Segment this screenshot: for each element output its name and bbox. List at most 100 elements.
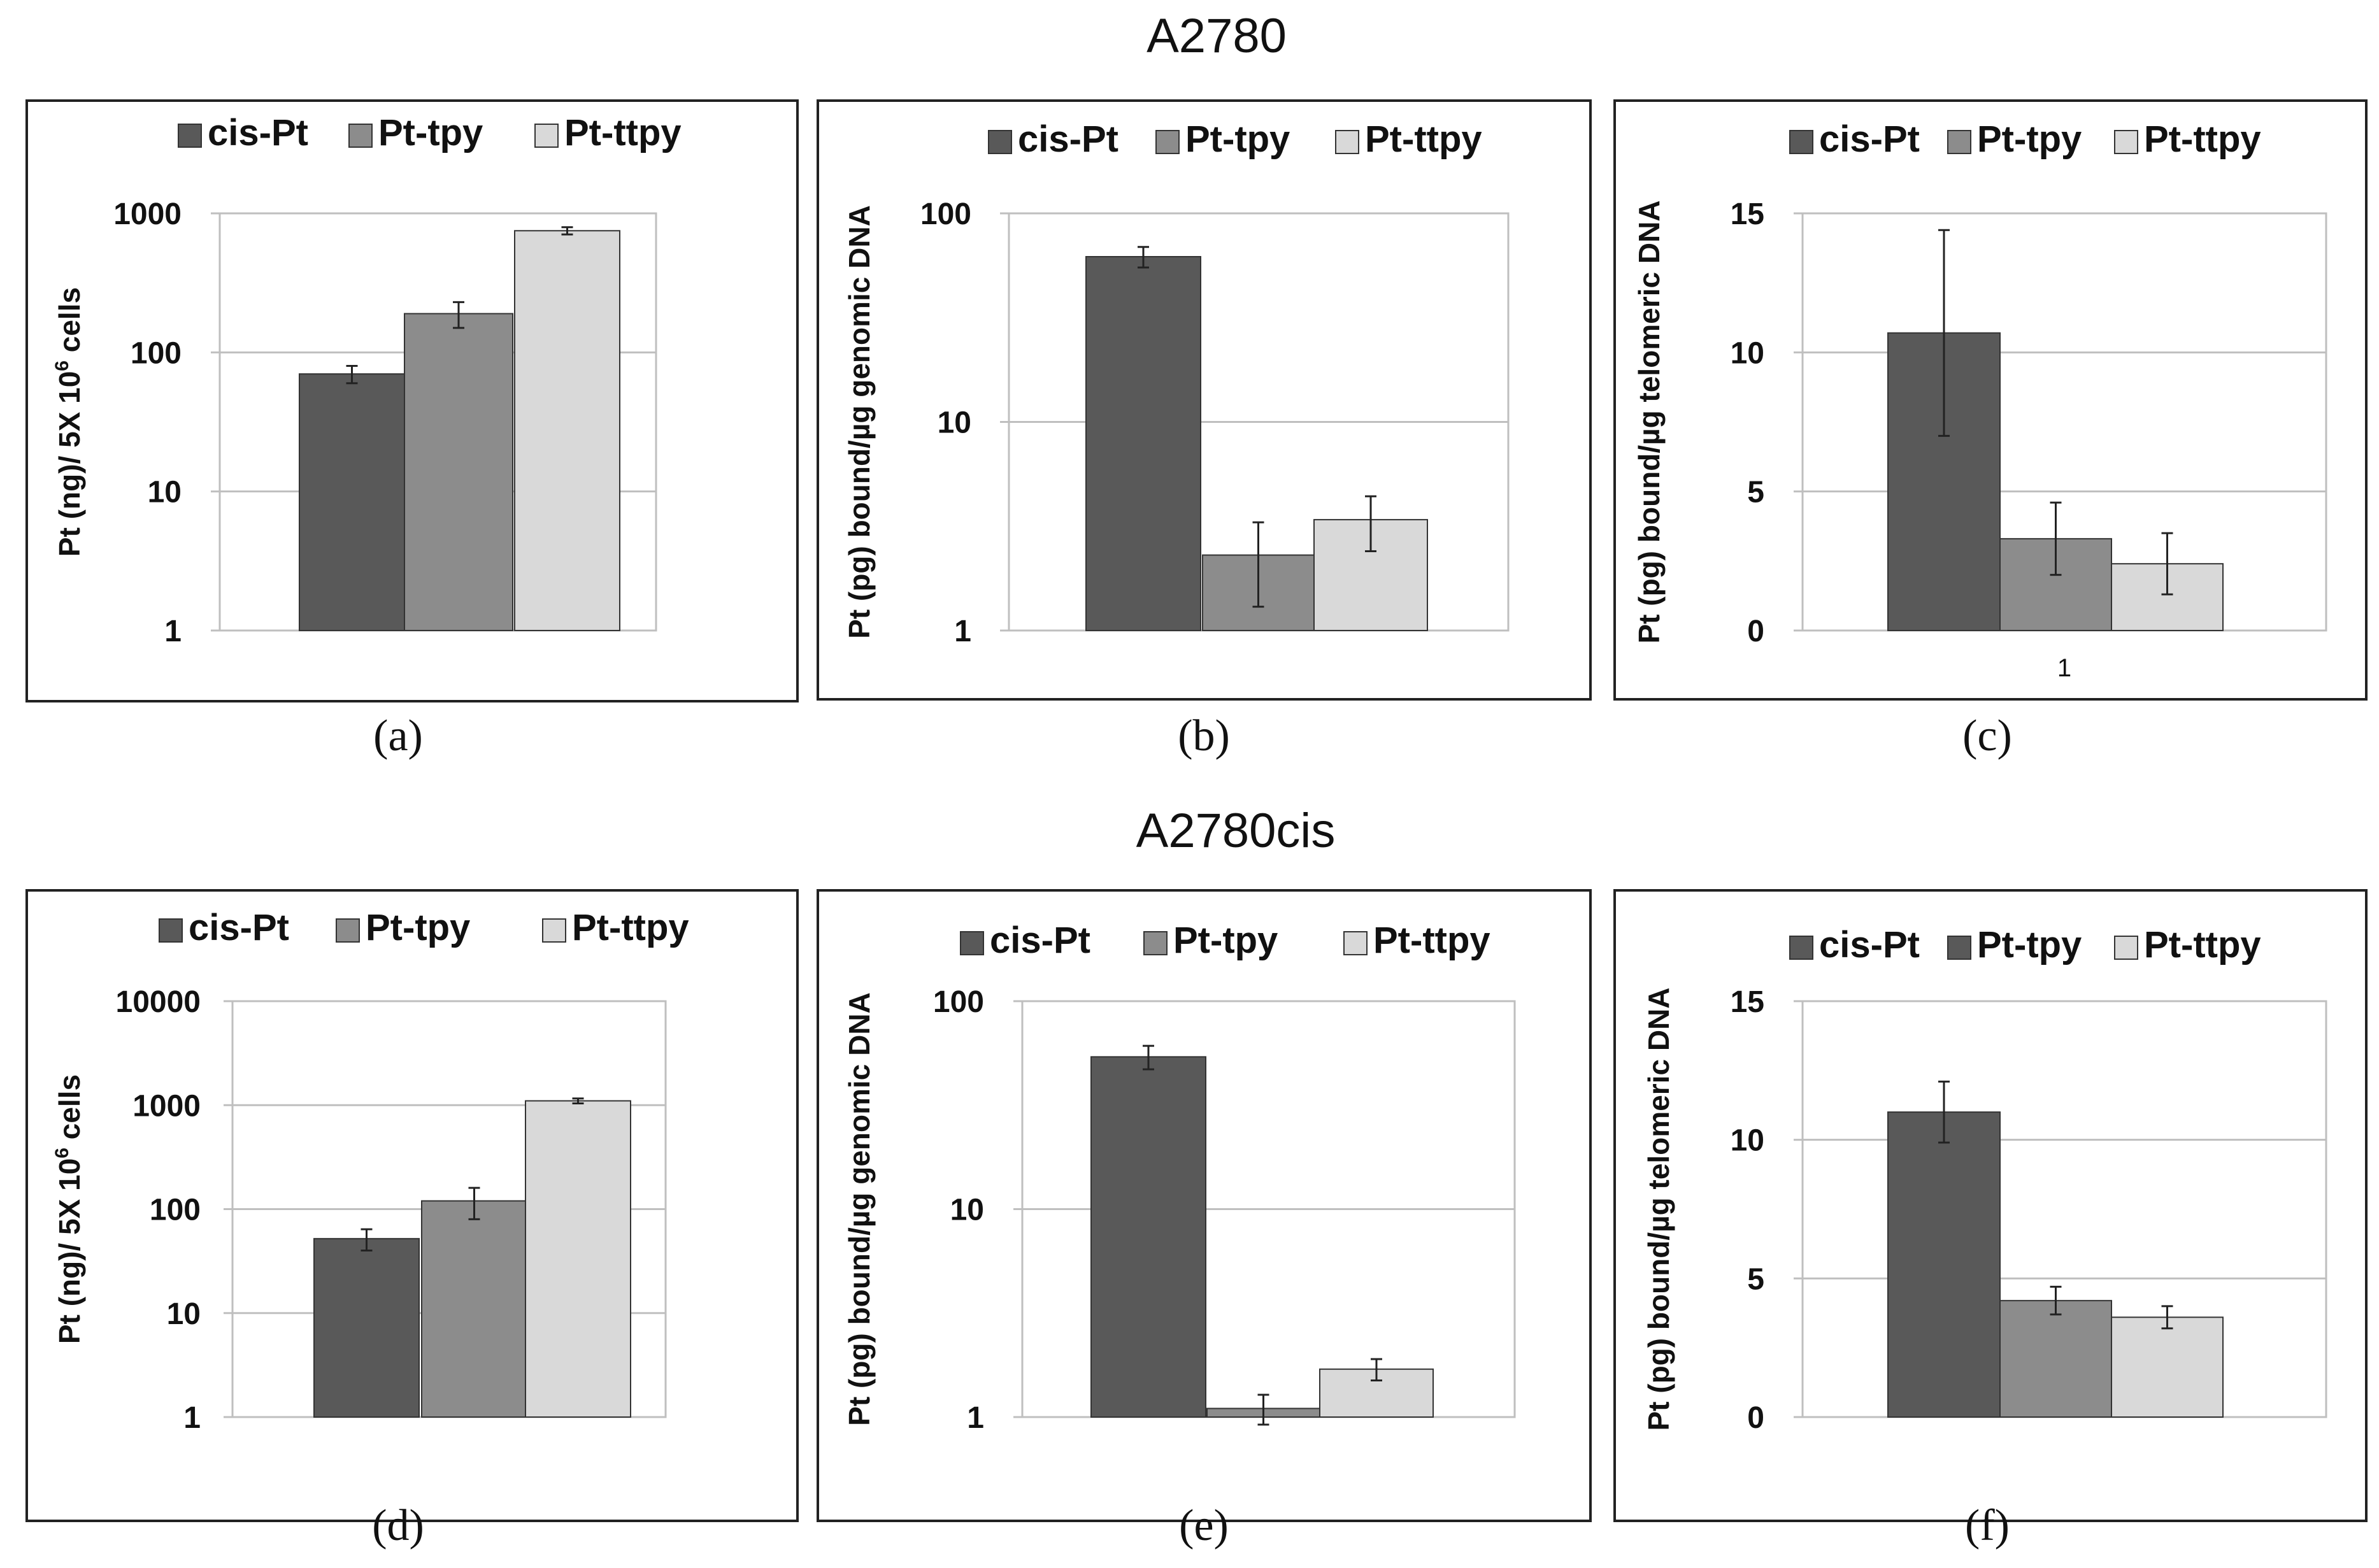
legend-swatch-pt-ttpy	[1335, 130, 1359, 154]
y-axis-label: Pt (ng)/ 5X 106 cells	[52, 287, 86, 557]
bar-pt-ttpy	[525, 1100, 631, 1418]
legend-label: Pt-ttpy	[2144, 118, 2261, 160]
legend-swatch-pt-tpy	[336, 918, 360, 943]
y-tick-label: 15	[1731, 197, 1764, 231]
bar-pt-ttpy	[514, 230, 620, 631]
legend-swatch-cis-pt	[988, 130, 1012, 154]
legend-swatch-pt-ttpy	[534, 124, 559, 148]
bar-pt-ttpy	[2111, 1316, 2224, 1418]
error-bar	[1143, 1044, 1154, 1071]
y-axis-label: Pt (pg) bound/µg telomeric DNA	[1642, 987, 1675, 1430]
chart-panel-c: 0 5 10 15 Pt (pg) bound/µg telomeric DNA cis-…	[1613, 99, 2368, 760]
y-tick-label: 1	[164, 615, 182, 648]
legend-label: Pt-tpy	[378, 112, 483, 153]
panel-frame	[25, 889, 799, 1522]
legend-label: Pt-tpy	[1185, 118, 1290, 160]
legend-label: cis-Pt	[990, 920, 1090, 961]
y-tick-label: 5	[1747, 476, 1764, 510]
chart-panel-b: 1 10 100 Pt (pg) bound/µg genomic DNA cis-Pt…	[817, 99, 1592, 760]
error-bar	[2161, 1305, 2173, 1330]
legend-label: Pt-ttpy	[564, 112, 682, 153]
error-bar	[1138, 246, 1149, 269]
legend-swatch-cis-pt	[159, 918, 183, 943]
bar-pt-tpy	[1999, 538, 2112, 632]
x-category-label: 1	[2057, 654, 2071, 682]
error-bar	[361, 1228, 373, 1251]
y-tick-label: 1	[967, 1401, 984, 1435]
error-bar	[572, 1097, 584, 1104]
legend-label: Pt-tpy	[1977, 118, 2082, 160]
y-tick-label: 100	[150, 1194, 201, 1227]
y-tick-label: 10	[167, 1297, 201, 1331]
bar-cis-pt	[1090, 1056, 1206, 1418]
panel-label: (c)	[1962, 711, 2012, 760]
chart-panel-d: 1 10 100 1000 10000 Pt (ng)/ 5X 106 cells cis-…	[25, 889, 799, 1550]
y-tick-label: 10	[950, 1194, 984, 1227]
legend-label: Pt-tpy	[366, 907, 470, 948]
y-tick-label: 10	[938, 406, 971, 440]
panel-label: (a)	[373, 711, 423, 760]
group-title-a2780: A2780	[1147, 9, 1287, 63]
y-tick-label: 100	[920, 197, 971, 231]
chart-panel-f: 0 5 10 15 Pt (pg) bound/µg telomeric DNA cis-…	[1613, 889, 2368, 1550]
error-bar	[1257, 1393, 1269, 1426]
bar-pt-tpy	[421, 1200, 527, 1418]
error-bar	[468, 1187, 480, 1220]
error-bar	[561, 226, 573, 236]
error-bar	[1938, 1080, 1950, 1144]
legend-swatch-cis-pt	[178, 124, 202, 148]
panel-frame	[1613, 99, 2368, 701]
error-bar	[2050, 501, 2062, 576]
panel-frame	[1613, 889, 2368, 1522]
panel-label: (b)	[1178, 711, 1230, 760]
chart-panel-a: 1 10 100 1000 Pt (ng)/ 5X 106 cells cis-Pt Pt-…	[25, 99, 799, 760]
chart-panel-e: 1 10 100 Pt (pg) bound/µg genomic DNA cis-Pt…	[817, 889, 1592, 1550]
panel-label: (f)	[1965, 1501, 2010, 1550]
y-tick-label: 10	[148, 476, 182, 510]
legend-swatch-cis-pt	[1789, 936, 1813, 960]
legend-swatch-pt-tpy	[348, 124, 373, 148]
y-axis-label: Pt (ng)/ 5X 106 cells	[52, 1074, 86, 1344]
legend-label: Pt-ttpy	[1373, 920, 1490, 961]
legend-label: cis-Pt	[1819, 924, 1920, 966]
error-bar	[1371, 1358, 1382, 1382]
error-bar	[1938, 229, 1950, 437]
legend-label: Pt-tpy	[1173, 920, 1278, 961]
y-tick-label: 15	[1731, 985, 1764, 1019]
error-bar	[2161, 532, 2173, 595]
y-tick-label: 1000	[132, 1089, 201, 1123]
error-bar	[1252, 521, 1264, 608]
y-tick-label: 5	[1747, 1262, 1764, 1296]
y-tick-label: 1000	[113, 197, 182, 231]
legend-swatch-pt-ttpy	[2114, 130, 2138, 154]
legend-label: Pt-tpy	[1977, 924, 2082, 966]
error-bar	[2050, 1285, 2062, 1316]
legend-swatch-pt-ttpy	[2114, 936, 2138, 960]
bar-cis-pt	[313, 1237, 420, 1418]
panel-frame	[817, 889, 1592, 1522]
legend-swatch-pt-ttpy	[542, 918, 566, 943]
error-bar	[453, 301, 464, 329]
error-bar	[346, 364, 358, 385]
legend-swatch-cis-pt	[1789, 130, 1813, 154]
y-tick-label: 10	[1731, 336, 1764, 370]
legend-label: cis-Pt	[1819, 118, 1920, 160]
legend-swatch-pt-tpy	[1947, 936, 1971, 960]
y-axis-label: Pt (pg) bound/µg genomic DNA	[843, 992, 876, 1426]
y-tick-label: 10	[1731, 1124, 1764, 1158]
bar-cis-pt	[1887, 1111, 2001, 1418]
y-axis-label: Pt (pg) bound/µg telomeric DNA	[1632, 200, 1666, 643]
bar-pt-tpy	[404, 313, 513, 631]
y-tick-label: 0	[1747, 1401, 1764, 1435]
y-axis-label: Pt (pg) bound/µg genomic DNA	[843, 205, 876, 639]
y-tick-label: 100	[131, 336, 182, 370]
panel-label: (d)	[372, 1501, 424, 1550]
legend-label: Pt-ttpy	[1365, 118, 1482, 160]
legend-label: cis-Pt	[208, 112, 308, 153]
legend-label: Pt-ttpy	[2144, 924, 2261, 966]
panel-frame	[817, 99, 1592, 701]
legend-swatch-pt-tpy	[1947, 130, 1971, 154]
legend-swatch-pt-tpy	[1155, 130, 1180, 154]
legend-swatch-cis-pt	[960, 931, 984, 955]
